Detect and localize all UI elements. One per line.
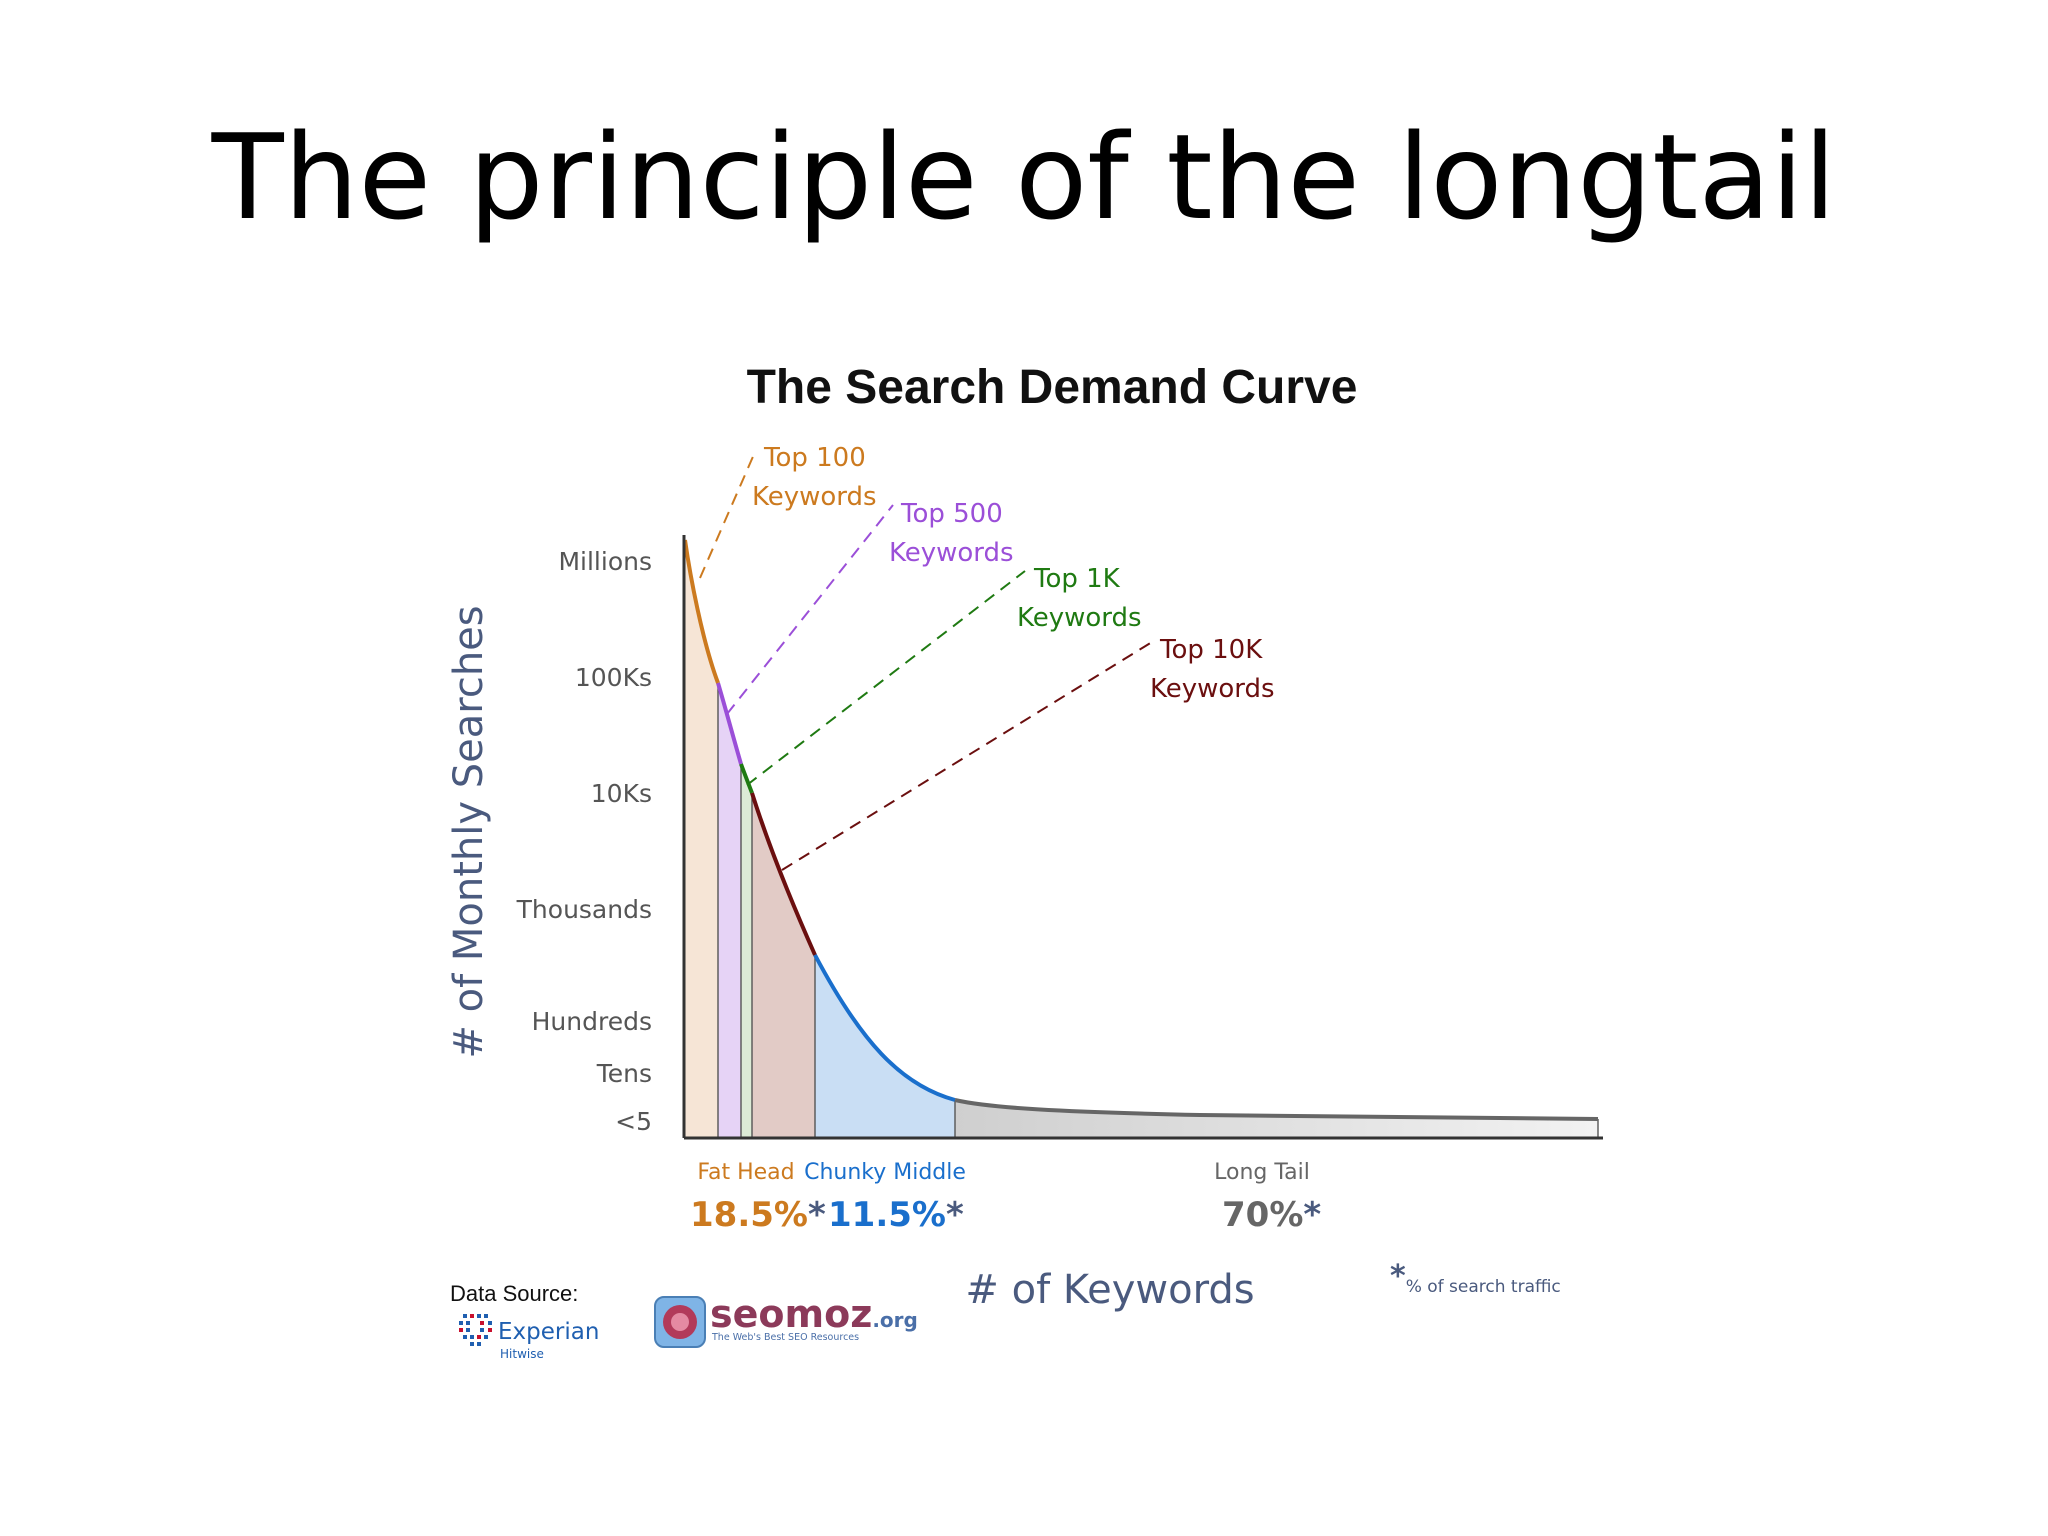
chunky-middle-asterisk: * bbox=[946, 1195, 964, 1235]
y-tick-under5: <5 bbox=[615, 1107, 652, 1136]
curve-chunky-middle bbox=[813, 954, 956, 1102]
marker-top10k-line1: Top 10K bbox=[1159, 635, 1263, 665]
y-tick-thousands: Thousands bbox=[516, 895, 652, 924]
footnote: *% of search traffic bbox=[1390, 1259, 1561, 1297]
long-tail-asterisk: * bbox=[1303, 1195, 1321, 1235]
seomoz-logo: seomoz.org The Web's Best SEO Resources bbox=[654, 1292, 918, 1348]
leader-top1k bbox=[746, 570, 1026, 786]
leader-top10k bbox=[781, 641, 1153, 871]
segment-long-tail-share: 70%* bbox=[1222, 1195, 1321, 1235]
fat-head-top10k-region bbox=[752, 793, 815, 1137]
leader-top100 bbox=[699, 451, 756, 579]
curve-top500 bbox=[716, 682, 743, 765]
segment-fat-head-share: 18.5%* bbox=[690, 1195, 826, 1235]
footnote-asterisk: * bbox=[1390, 1259, 1406, 1294]
curve-top100 bbox=[683, 539, 720, 684]
seomoz-name-text: seomoz bbox=[710, 1292, 872, 1336]
y-tick-millions: Millions bbox=[558, 547, 652, 576]
chunky-middle-region bbox=[815, 955, 955, 1137]
segment-chunky-middle-share: 11.5%* bbox=[828, 1195, 964, 1235]
experian-sub: Hitwise bbox=[500, 1347, 544, 1361]
fat-head-top500-region bbox=[718, 683, 741, 1137]
experian-dots-icon bbox=[459, 1314, 492, 1346]
seomoz-name: seomoz.org bbox=[710, 1292, 918, 1336]
marker-top100-line2: Keywords bbox=[752, 482, 877, 512]
data-source-label: Data Source: bbox=[450, 1281, 578, 1306]
marker-top1k-line1: Top 1K bbox=[1033, 564, 1121, 594]
seomoz-tld: .org bbox=[872, 1308, 918, 1332]
y-tick-hundreds: Hundreds bbox=[532, 1007, 652, 1036]
long-tail-share-value: 70% bbox=[1222, 1195, 1303, 1235]
y-tick-100ks: 100Ks bbox=[575, 663, 652, 692]
marker-top1k-line2: Keywords bbox=[1017, 603, 1142, 633]
curve-top10k bbox=[750, 792, 817, 956]
segment-chunky-middle-label: Chunky Middle bbox=[804, 1160, 966, 1185]
long-tail-region bbox=[955, 1100, 1598, 1137]
y-axis-label: # of Monthly Searches bbox=[446, 605, 492, 1058]
fat-head-top1k-region bbox=[741, 764, 752, 1137]
x-axis-label: # of Keywords bbox=[965, 1267, 1254, 1313]
fat-head-share-value: 18.5% bbox=[690, 1195, 808, 1235]
fat-head-top100-region bbox=[685, 540, 718, 1137]
chart-title: The Search Demand Curve bbox=[747, 361, 1358, 414]
curve-long-tail bbox=[954, 1098, 1599, 1121]
seomoz-sun-icon bbox=[654, 1296, 706, 1348]
curve-top1k bbox=[739, 763, 754, 794]
marker-top100-line1: Top 100 bbox=[763, 443, 866, 473]
chunky-middle-share-value: 11.5% bbox=[828, 1195, 946, 1235]
segment-long-tail-label: Long Tail bbox=[1214, 1160, 1310, 1185]
segment-fat-head-label: Fat Head bbox=[697, 1160, 794, 1185]
experian-logo: Experian Hitwise bbox=[459, 1314, 599, 1361]
experian-name: Experian bbox=[498, 1319, 599, 1345]
marker-top500-line2: Keywords bbox=[889, 538, 1014, 568]
marker-top500-line1: Top 500 bbox=[900, 499, 1003, 529]
leader-top500 bbox=[726, 504, 894, 715]
y-tick-tens: Tens bbox=[596, 1059, 652, 1088]
fat-head-asterisk: * bbox=[808, 1195, 826, 1235]
marker-top10k-line2: Keywords bbox=[1150, 674, 1275, 704]
seomoz-tagline: The Web's Best SEO Resources bbox=[711, 1332, 859, 1343]
y-tick-10ks: 10Ks bbox=[591, 779, 652, 808]
slide-title: The principle of the longtail bbox=[211, 108, 1837, 246]
footnote-text: % of search traffic bbox=[1406, 1277, 1561, 1297]
